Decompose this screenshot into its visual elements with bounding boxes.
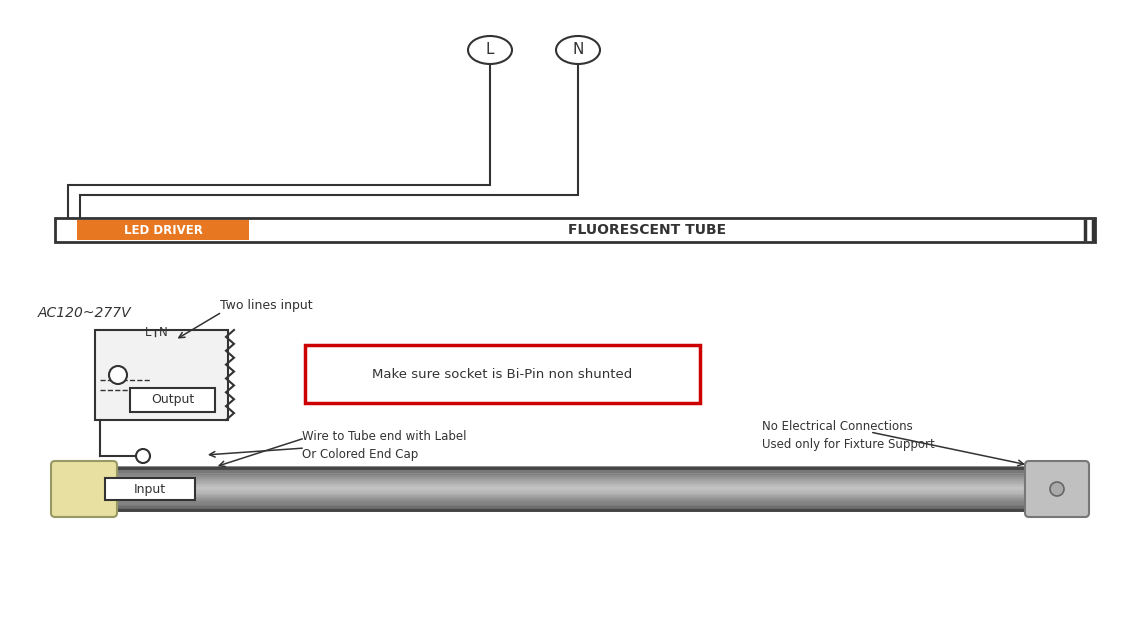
Bar [108,468,1035,510]
Text: No Electrical Connections
Used only for Fixture Support: No Electrical Connections Used only for … [763,420,934,451]
Bar [131,388,215,412]
Text: L: L [485,43,495,57]
Text: N: N [159,326,167,340]
Text: Two lines input: Two lines input [220,298,313,312]
Text: AC120~277V: AC120~277V [38,306,132,320]
Text: Make sure socket is Bi-Pin non shunted: Make sure socket is Bi-Pin non shunted [372,368,633,380]
Bar [305,345,700,403]
Text: FLUORESCENT TUBE: FLUORESCENT TUBE [568,223,726,237]
FancyBboxPatch shape [52,461,117,517]
Bar [95,330,228,420]
Circle shape [109,366,127,384]
Text: Output: Output [151,394,195,406]
FancyBboxPatch shape [1025,461,1089,517]
Text: Wire to Tube end with Label
Or Colored End Cap: Wire to Tube end with Label Or Colored E… [302,430,466,461]
Circle shape [1050,482,1064,496]
Bar [105,478,195,500]
Bar [55,218,1095,242]
Text: N: N [572,43,584,57]
Bar [77,220,248,240]
Circle shape [136,449,150,463]
Ellipse shape [556,36,600,64]
Text: L: L [144,326,151,340]
Text: Input: Input [134,483,166,495]
Text: LED DRIVER: LED DRIVER [124,223,203,237]
Ellipse shape [468,36,512,64]
